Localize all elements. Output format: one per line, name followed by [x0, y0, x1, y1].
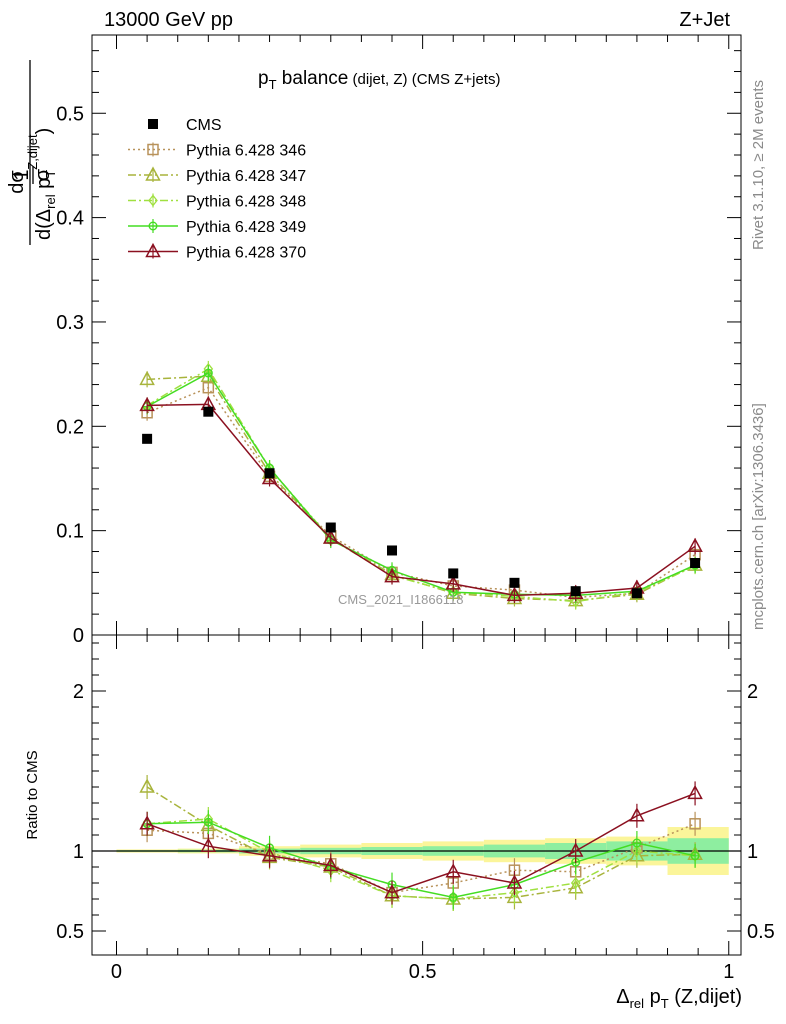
ratio-point: [509, 886, 520, 899]
svg-text:1: 1: [11, 169, 33, 180]
legend-label: Pythia 6.428 348: [186, 194, 306, 211]
ratio-point: [384, 884, 400, 899]
ratio-point: [445, 863, 461, 878]
ratio-point: [570, 876, 581, 890]
ratio-line-4: [146, 792, 696, 894]
cms-point: [264, 468, 275, 479]
main-line-4: [146, 372, 696, 597]
cms-point: [448, 568, 459, 579]
main-point: [506, 586, 523, 602]
ratio-point: [567, 842, 584, 857]
main-line-2: [147, 375, 696, 602]
main-ytick-label: 0.5: [56, 103, 84, 125]
watermark: CMS_2021_I1866118: [338, 592, 464, 607]
main-point: [687, 537, 703, 553]
ratio-point: [689, 818, 701, 830]
main-line-3: [146, 367, 696, 603]
main-y-axis-label: 1 σ: [11, 166, 54, 184]
ratio-ytick-label-right: 2: [747, 681, 758, 703]
main-line-1: [146, 386, 696, 599]
plot-title-small: (dijet, Z) (CMS Z+jets): [348, 71, 500, 88]
main-point: [445, 575, 461, 590]
main-point: [139, 370, 155, 386]
main-point: [384, 567, 400, 583]
ratio-band: [92, 827, 741, 875]
ratio-ytick-label: 0.5: [56, 921, 84, 943]
rivet-label: Rivet 3.1.10, ≥ 2M events: [750, 80, 767, 250]
legend-marker-cms: [148, 119, 158, 129]
plot-title-sub: T: [269, 77, 277, 92]
main-point: [139, 396, 155, 412]
cms-point: [631, 588, 642, 599]
legend-marker: [148, 194, 158, 207]
main-ytick-label: 0.3: [56, 312, 84, 334]
xtick-label: 0.5: [409, 961, 437, 983]
ratio-y-axis-label: Ratio to CMS: [24, 750, 41, 839]
cms-point: [690, 558, 701, 568]
ratio-ytick-label-right: 0.5: [747, 921, 775, 943]
legend-marker: [147, 143, 159, 156]
x-axis-label: Δrel pT (Z,dijet): [616, 986, 742, 1011]
ratio-line-3: [147, 821, 696, 899]
legend-marker: [145, 242, 161, 258]
xtick-label: 1: [723, 961, 734, 983]
ratio-point: [687, 784, 703, 800]
main-point: [323, 529, 339, 544]
main-ytick-label: 0: [73, 625, 84, 647]
main-point: [570, 595, 581, 608]
ratio-line-0: [147, 823, 696, 894]
main-line-5: [147, 403, 696, 597]
ratio-point: [200, 837, 217, 852]
main-ytick-label: 0.2: [56, 416, 84, 438]
header-right: Z+Jet: [679, 9, 730, 31]
ratio-frame: [91, 634, 742, 956]
ratio-point: [632, 844, 642, 858]
cms-point: [509, 577, 520, 588]
cms-point: [387, 545, 398, 556]
legend-label: Pythia 6.428 346: [186, 143, 306, 160]
legend-label: CMS: [186, 117, 222, 134]
ratio-point: [139, 778, 155, 793]
ratio-point: [261, 847, 278, 862]
legend-marker: [145, 166, 161, 181]
ratio-point: [323, 856, 339, 872]
ratio-ytick-label-right: 1: [747, 841, 758, 863]
xtick-label: 0: [111, 961, 122, 983]
legend-label: Pythia 6.428 347: [186, 168, 306, 185]
svg-text:dσ: dσ: [6, 170, 28, 194]
ratio-point: [139, 815, 155, 830]
legend-label: Pythia 6.428 349: [186, 219, 306, 236]
cms-point: [203, 406, 214, 417]
cms-point: [325, 522, 336, 533]
main-series: [139, 360, 703, 610]
legend-label: Pythia 6.428 370: [186, 245, 306, 262]
cms-point: [142, 433, 153, 444]
cms-point: [570, 586, 581, 597]
main-ytick-label: 0.1: [56, 521, 84, 543]
header-left: 13000 GeV pp: [104, 9, 233, 31]
mcplots-label: mcplots.cern.ch [arXiv:1306.3436]: [750, 403, 767, 630]
legend: CMS Pythia 6.428 346 Pythia 6.428 347 Pythi…: [128, 117, 306, 262]
ratio-point: [506, 874, 523, 889]
ratio-ytick-label: 1: [73, 841, 84, 863]
axes-ticks: 0 0.1 0.2 0.3 0.4 0.5 0.5 0.5 1 1 2 2 0 0.5 1: [56, 35, 775, 983]
plot-title-p: p: [258, 68, 269, 89]
ratio-point: [629, 807, 645, 822]
plot-title-rest: balance: [277, 68, 349, 89]
ratio-ytick-label: 2: [73, 681, 84, 703]
ratio-series: [139, 775, 703, 911]
main-ytick-label: 0.4: [56, 208, 84, 230]
main-y-axis-label-frac: dσ d(Δrel pTZ,dijet): [6, 60, 58, 245]
plot-title: pT balance (dijet, Z) (CMS Z+jets): [258, 68, 500, 92]
svg-text:σ: σ: [32, 168, 54, 181]
